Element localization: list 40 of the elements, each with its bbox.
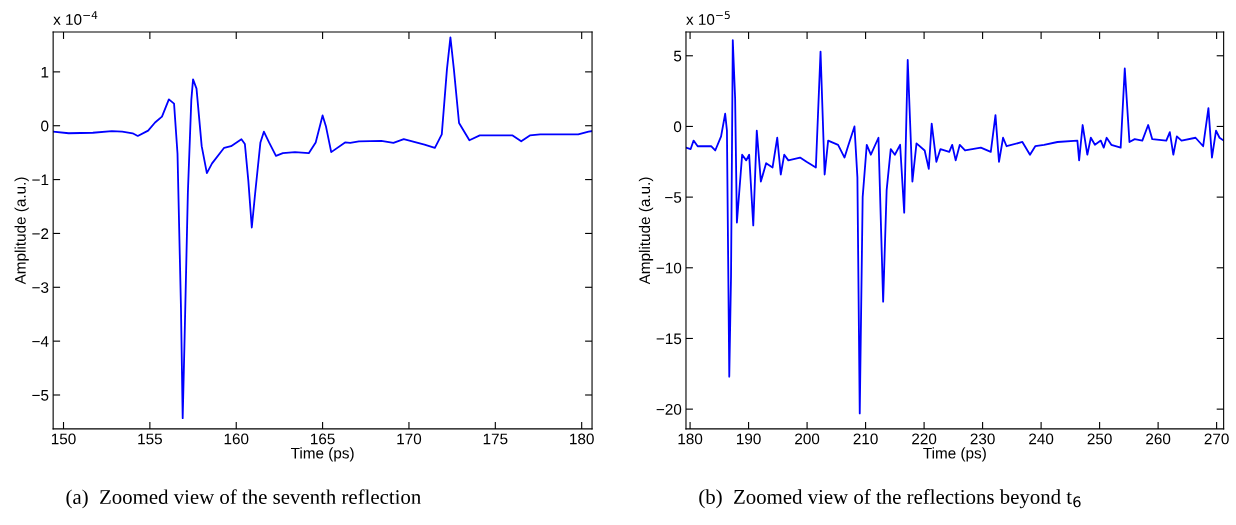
- x-axis-title: Time (ps): [923, 447, 986, 462]
- x-tick-label: 190: [737, 433, 761, 445]
- x-tick-label: 180: [678, 433, 703, 445]
- x-tick-label: 170: [397, 433, 422, 445]
- y-tick-label: −2: [32, 228, 49, 239]
- y-tick-label: −3: [32, 282, 49, 293]
- x-tick-label: 155: [138, 433, 162, 445]
- y-tick-label: −15: [656, 333, 682, 345]
- x-tick-label: 160: [224, 433, 249, 445]
- x-tick-label: 150: [51, 433, 76, 445]
- x-tick-label: 270: [1204, 433, 1229, 445]
- x-axis-title: Time (ps): [290, 447, 354, 462]
- text: x 10$^{−5}$: [686, 11, 730, 25]
- x-tick-label: 180: [570, 433, 594, 445]
- line-series: [685, 39, 1224, 415]
- x-tick-label: 250: [1087, 433, 1112, 445]
- y-tick-label: −5: [32, 390, 49, 401]
- x-tick-label: 210: [853, 433, 878, 445]
- y-axis-title: Amplitude (a.u.): [638, 177, 654, 285]
- y-tick-label: 0: [41, 120, 49, 132]
- y-tick-label: −5: [665, 192, 682, 203]
- x-tick-label: 165: [311, 433, 335, 445]
- text: (b) Zoomed view of the reflections beyond t$_{6}$: [699, 489, 1081, 509]
- line-series: [53, 36, 593, 420]
- y-tick-label: −4: [32, 336, 49, 347]
- x-tick-label: 230: [970, 433, 995, 445]
- text: (a) Zoomed view of the seventh reflection: [66, 489, 421, 509]
- y-tick-label: −10: [656, 262, 682, 274]
- x-tick-label: 220: [912, 433, 937, 445]
- x-tick-label: 260: [1146, 433, 1171, 445]
- text: x 10$^{−4}$: [53, 11, 98, 25]
- x-tick-label: 200: [795, 433, 820, 445]
- x-tick-label: 240: [1029, 433, 1054, 445]
- y-tick-label: −1: [32, 174, 49, 186]
- y-tick-label: 0: [673, 121, 682, 133]
- x-tick-label: 175: [483, 433, 508, 445]
- y-tick-label: 5: [673, 50, 682, 62]
- y-tick-label: 1: [41, 66, 49, 78]
- y-axis-title: Amplitude (a.u.): [14, 177, 29, 285]
- y-tick-label: −20: [656, 404, 682, 415]
